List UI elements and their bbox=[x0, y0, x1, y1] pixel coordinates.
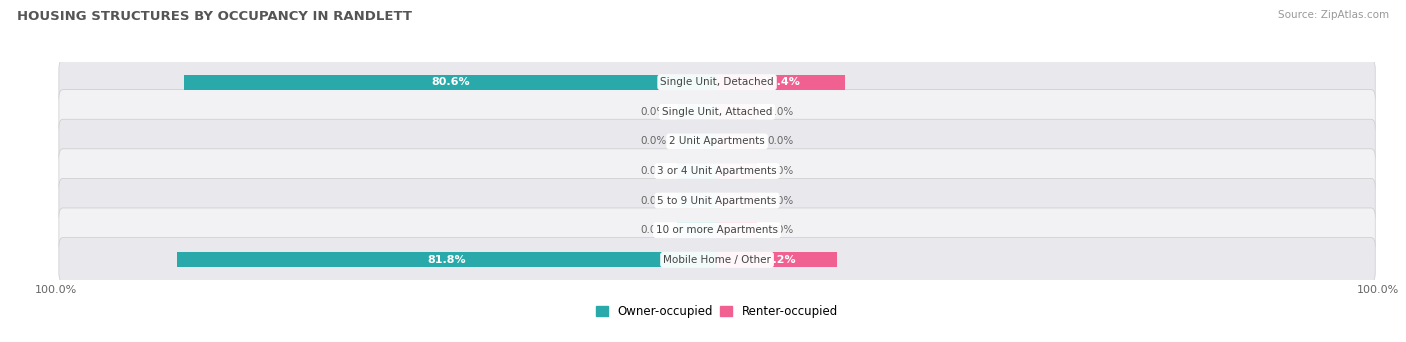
Text: 81.8%: 81.8% bbox=[427, 255, 467, 265]
Text: 0.0%: 0.0% bbox=[641, 107, 666, 117]
Bar bbox=[717, 252, 838, 267]
Text: 0.0%: 0.0% bbox=[768, 136, 793, 146]
FancyBboxPatch shape bbox=[59, 90, 1375, 134]
Bar bbox=[678, 193, 717, 208]
Bar bbox=[717, 104, 756, 120]
Bar bbox=[717, 134, 756, 149]
FancyBboxPatch shape bbox=[59, 179, 1375, 223]
Text: Mobile Home / Other: Mobile Home / Other bbox=[664, 255, 770, 265]
Text: Single Unit, Detached: Single Unit, Detached bbox=[661, 77, 773, 87]
FancyBboxPatch shape bbox=[59, 149, 1375, 193]
Bar bbox=[717, 163, 756, 179]
Bar bbox=[678, 104, 717, 120]
Text: 0.0%: 0.0% bbox=[768, 196, 793, 206]
Legend: Owner-occupied, Renter-occupied: Owner-occupied, Renter-occupied bbox=[592, 300, 842, 323]
Text: 2 Unit Apartments: 2 Unit Apartments bbox=[669, 136, 765, 146]
Text: 3 or 4 Unit Apartments: 3 or 4 Unit Apartments bbox=[657, 166, 778, 176]
Text: Source: ZipAtlas.com: Source: ZipAtlas.com bbox=[1278, 10, 1389, 20]
Bar bbox=[717, 222, 756, 238]
Text: 5 to 9 Unit Apartments: 5 to 9 Unit Apartments bbox=[658, 196, 776, 206]
FancyBboxPatch shape bbox=[59, 60, 1375, 104]
Text: 10 or more Apartments: 10 or more Apartments bbox=[657, 225, 778, 235]
Text: 80.6%: 80.6% bbox=[432, 77, 470, 87]
Text: 0.0%: 0.0% bbox=[641, 166, 666, 176]
Bar bbox=[184, 75, 717, 90]
Bar bbox=[678, 163, 717, 179]
Bar bbox=[717, 75, 845, 90]
Text: 0.0%: 0.0% bbox=[641, 136, 666, 146]
Text: 0.0%: 0.0% bbox=[768, 107, 793, 117]
Bar bbox=[678, 134, 717, 149]
Text: Single Unit, Attached: Single Unit, Attached bbox=[662, 107, 772, 117]
Text: 18.2%: 18.2% bbox=[758, 255, 797, 265]
Bar bbox=[717, 193, 756, 208]
Text: 19.4%: 19.4% bbox=[762, 77, 800, 87]
Bar bbox=[678, 222, 717, 238]
Text: 0.0%: 0.0% bbox=[768, 166, 793, 176]
FancyBboxPatch shape bbox=[59, 119, 1375, 163]
Text: HOUSING STRUCTURES BY OCCUPANCY IN RANDLETT: HOUSING STRUCTURES BY OCCUPANCY IN RANDL… bbox=[17, 10, 412, 23]
FancyBboxPatch shape bbox=[59, 238, 1375, 282]
Text: 0.0%: 0.0% bbox=[768, 225, 793, 235]
Text: 0.0%: 0.0% bbox=[641, 196, 666, 206]
Text: 0.0%: 0.0% bbox=[641, 225, 666, 235]
Bar bbox=[177, 252, 717, 267]
FancyBboxPatch shape bbox=[59, 208, 1375, 252]
